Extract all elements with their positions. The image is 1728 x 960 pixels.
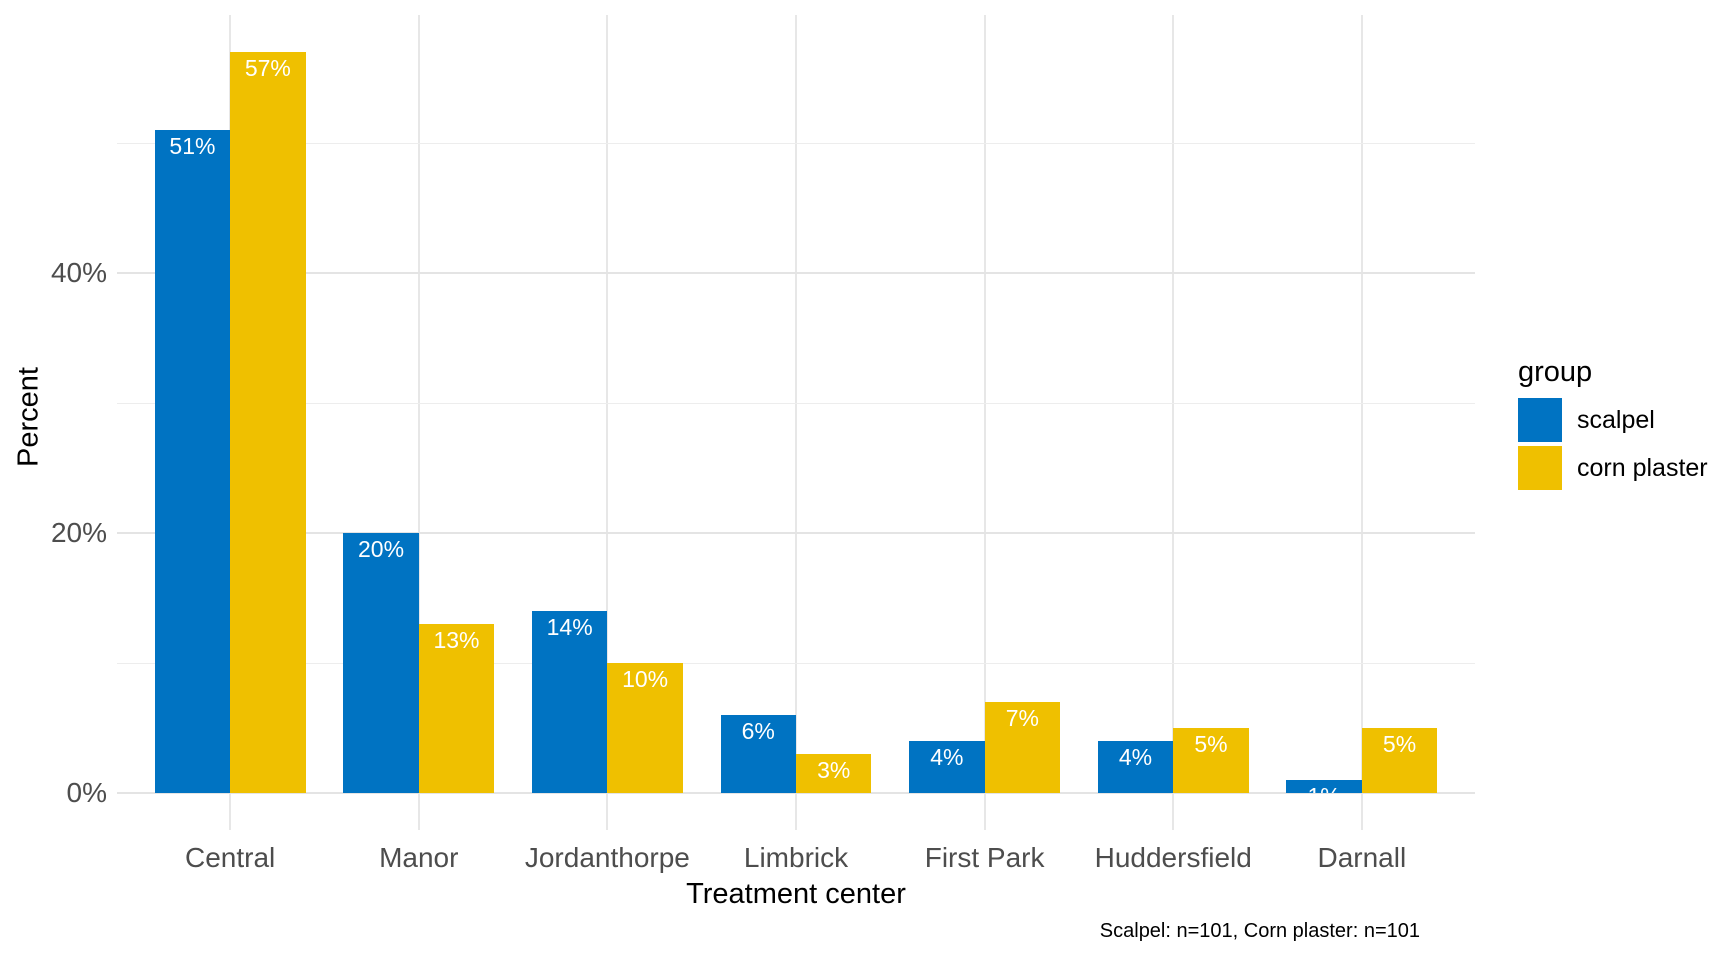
bar-corn-plaster-central: 57% xyxy=(230,52,306,793)
x-tick-label-jordanthorpe: Jordanthorpe xyxy=(524,842,690,873)
bar-corn-plaster-jordanthorpe: 10% xyxy=(607,663,683,793)
chart-caption: Scalpel: n=101, Corn plaster: n=101 xyxy=(1099,920,1420,942)
bar-scalpel-huddersfield: 4% xyxy=(1097,741,1174,793)
gridline-vertical-first-park xyxy=(983,15,986,830)
gridline-vertical-jordanthorpe xyxy=(606,15,609,830)
bar-scalpel-jordanthorpe: 14% xyxy=(531,611,608,793)
bar-value-label: 5% xyxy=(1194,731,1228,757)
bar-corn-plaster-first-park: 7% xyxy=(984,702,1061,793)
y-tick-label-40: 40% xyxy=(50,257,107,288)
x-tick-label-first-park: First Park xyxy=(924,842,1045,873)
gridline-vertical-limbrick xyxy=(795,15,797,830)
gridline-minor-10 xyxy=(117,663,1475,664)
legend-swatch-corn-plaster xyxy=(1518,446,1562,490)
bar-corn-plaster-darnall: 5% xyxy=(1361,728,1438,793)
gridline-major-0 xyxy=(117,792,1475,794)
bar-value-label: 57% xyxy=(244,55,291,81)
bar-value-label: 7% xyxy=(1005,705,1039,731)
x-axis-title: Treatment center xyxy=(686,878,906,910)
bar-value-label: 5% xyxy=(1382,731,1417,757)
gridline-vertical-huddersfield xyxy=(1172,15,1175,830)
x-tick-label-limbrick: Limbrick xyxy=(743,842,849,873)
legend-items: scalpel corn plaster xyxy=(1518,398,1708,490)
x-tick-label-manor: Manor xyxy=(379,842,459,873)
gridline-minor-50 xyxy=(117,143,1475,144)
bar-scalpel-manor: 20% xyxy=(343,533,419,793)
bar-scalpel-limbrick: 6% xyxy=(720,715,796,793)
x-tick-label-darnall: Darnall xyxy=(1317,842,1407,873)
bar-value-label: 6% xyxy=(741,718,775,744)
legend-entry-corn-plaster: corn plaster xyxy=(1518,446,1708,490)
legend-swatch-scalpel xyxy=(1518,398,1562,442)
gridline-major-20 xyxy=(117,532,1475,534)
bar-value-label: 14% xyxy=(546,614,593,640)
x-tick-label-central: Central xyxy=(185,842,276,873)
bar-scalpel-first-park: 4% xyxy=(909,741,985,793)
gridline-vertical-manor xyxy=(417,15,420,830)
bar-value-label: 4% xyxy=(1118,744,1153,770)
bar-corn-plaster-huddersfield: 5% xyxy=(1173,728,1249,793)
x-tick-label-huddersfield: Huddersfield xyxy=(1094,842,1252,873)
legend-entry-scalpel: scalpel xyxy=(1518,398,1708,442)
bar-scalpel-darnall: 1% xyxy=(1286,780,1362,793)
bar-value-label: 51% xyxy=(169,133,216,159)
gridline-minor-30 xyxy=(117,403,1475,404)
legend-label-scalpel: scalpel xyxy=(1577,406,1655,434)
bar-value-label: 10% xyxy=(622,666,669,692)
gridline-major-40 xyxy=(117,272,1475,274)
bar-corn-plaster-limbrick: 3% xyxy=(796,754,872,793)
legend-title: group xyxy=(1518,356,1593,388)
legend-label-corn-plaster: corn plaster xyxy=(1577,454,1708,482)
bar-value-label: 13% xyxy=(433,627,480,653)
y-tick-label-20: 20% xyxy=(50,517,107,548)
gridline-vertical-darnall xyxy=(1360,15,1363,830)
bar-value-label: 3% xyxy=(817,757,851,783)
y-axis-title: Percent xyxy=(12,367,45,467)
legend: group scalpel corn plaster xyxy=(1518,354,1708,494)
bar-corn-plaster-manor: 13% xyxy=(418,624,495,793)
y-tick-label-0: 0% xyxy=(66,777,107,808)
bar-scalpel-central: 51% xyxy=(154,130,231,793)
bar-value-label: 20% xyxy=(358,536,405,562)
bar-value-label: 4% xyxy=(930,744,964,770)
bar-value-label: 1% xyxy=(1286,783,1361,793)
